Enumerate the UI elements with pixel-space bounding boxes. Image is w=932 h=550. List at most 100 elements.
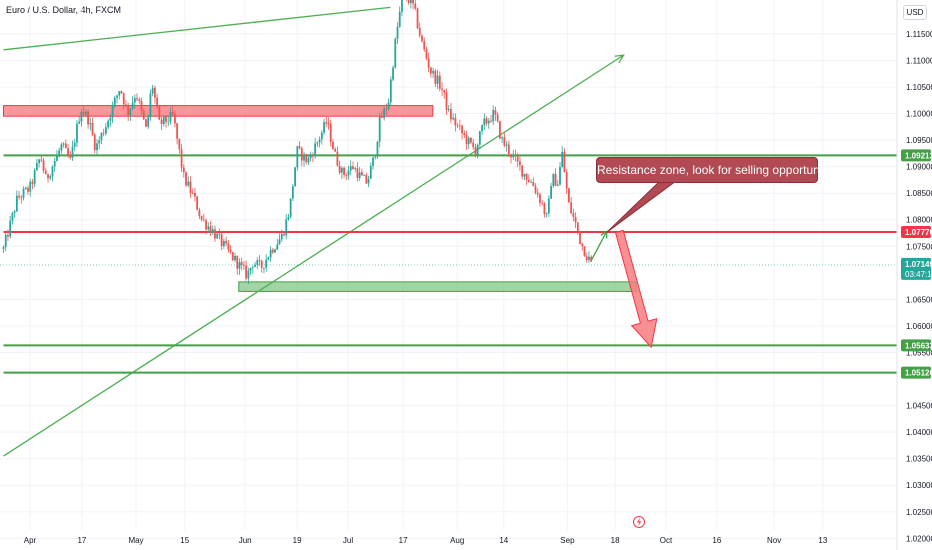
candle-body xyxy=(407,0,410,3)
candle-body xyxy=(189,181,192,193)
candle-body xyxy=(44,170,47,175)
support-zone[interactable] xyxy=(238,281,637,292)
candle-body xyxy=(519,161,521,166)
currency-label[interactable]: USD xyxy=(903,5,927,20)
candle-body xyxy=(280,233,283,240)
y-tick-label: 1.11500 xyxy=(906,30,932,39)
candle-body xyxy=(367,178,370,184)
candle-body xyxy=(329,123,332,142)
x-tick-label: 17 xyxy=(77,536,86,545)
candle-body xyxy=(383,108,386,118)
candle-body xyxy=(385,108,388,110)
candle-body xyxy=(96,143,98,151)
y-tick-label: 1.07500 xyxy=(906,242,932,251)
zones xyxy=(3,105,637,292)
candle-body xyxy=(421,35,423,42)
upper-trendline[interactable] xyxy=(3,6,391,51)
candle-body xyxy=(98,140,101,144)
level-price-badge xyxy=(901,149,931,162)
y-tick-label: 1.08000 xyxy=(906,216,932,225)
candle-body xyxy=(225,240,227,244)
candle-body xyxy=(325,122,328,124)
candle-body xyxy=(296,146,299,168)
level-price-label: 1.05120 xyxy=(905,369,932,378)
candle-body xyxy=(463,133,466,136)
candle-body xyxy=(22,188,25,198)
candle-body xyxy=(378,116,381,142)
candle-body xyxy=(481,125,483,132)
candle-body xyxy=(583,246,586,257)
x-tick-label: 18 xyxy=(611,536,620,545)
candle-body xyxy=(294,167,297,187)
candle-body xyxy=(585,256,588,260)
price-axis[interactable]: 1.11500 1.11000 1.10500 1.10000 1.09500 1.090… xyxy=(906,30,932,543)
candle-body xyxy=(590,256,593,262)
candle-body xyxy=(260,260,263,268)
candle-body xyxy=(334,148,337,152)
candle-body xyxy=(227,243,230,250)
candle-body xyxy=(125,104,127,106)
candle-body xyxy=(425,49,428,59)
candle-body xyxy=(487,120,490,124)
lightning-icon[interactable] xyxy=(633,516,645,528)
candle-body xyxy=(525,173,528,180)
candle-body xyxy=(84,111,87,115)
candle-body xyxy=(122,93,125,105)
candle-body xyxy=(147,117,150,127)
x-tick-label: Apr xyxy=(24,536,37,545)
candle-body xyxy=(432,70,435,74)
annotation-callout[interactable]: Resistance zone, look for selling opport… xyxy=(596,157,841,183)
candle-body xyxy=(169,111,172,122)
candle-body xyxy=(229,249,232,253)
candle-body xyxy=(53,161,56,167)
candle-body xyxy=(15,195,18,212)
x-tick-label: 19 xyxy=(293,536,302,545)
candle-body xyxy=(320,132,323,140)
candle-body xyxy=(58,150,61,155)
y-tick-label: 1.03500 xyxy=(906,455,932,464)
candle-body xyxy=(64,143,67,149)
projection-up-leg[interactable] xyxy=(591,231,608,260)
candle-body xyxy=(369,165,372,179)
time-axis[interactable]: Apr 17 May 15 Jun 19 Jul 17 Aug 14 Sep 18 Oct 16 Nov 13 xyxy=(24,536,828,545)
projection-down-arrow[interactable] xyxy=(614,229,658,349)
candle-body xyxy=(305,154,308,163)
candle-body xyxy=(156,97,158,107)
candle-body xyxy=(171,111,174,115)
candle-body xyxy=(414,3,417,9)
x-tick-label: Oct xyxy=(660,536,673,545)
candle-body xyxy=(243,265,245,266)
resistance-zone[interactable] xyxy=(3,105,434,117)
candle-body xyxy=(360,172,363,176)
candle-body xyxy=(376,141,379,157)
candle-body xyxy=(78,121,81,124)
candle-body xyxy=(149,93,152,118)
candle-body xyxy=(336,151,339,166)
candle-body xyxy=(131,102,134,109)
candle-body xyxy=(514,154,517,156)
candle-body xyxy=(107,120,110,128)
candle-body xyxy=(87,111,89,125)
candle-body xyxy=(145,119,147,127)
candle-body xyxy=(438,75,441,89)
candle-body xyxy=(165,116,167,122)
candle-body xyxy=(33,170,36,184)
candle-body xyxy=(185,172,187,186)
candle-body xyxy=(240,262,243,266)
x-tick-label: Jul xyxy=(343,536,353,545)
candle-body xyxy=(251,266,254,268)
candle-body xyxy=(67,148,69,156)
candle-body xyxy=(343,167,345,175)
candle-body xyxy=(332,141,334,149)
rising-trendline[interactable] xyxy=(3,54,624,457)
candle-body xyxy=(187,181,190,186)
x-tick-label: May xyxy=(128,536,143,545)
candle-body xyxy=(93,134,96,151)
candle-body xyxy=(27,187,29,192)
candle-body xyxy=(285,219,288,236)
candle-body xyxy=(345,174,348,176)
candle-body xyxy=(512,154,515,158)
x-tick-label: 16 xyxy=(712,536,721,545)
level-price-label: 1.05633 xyxy=(905,341,932,350)
